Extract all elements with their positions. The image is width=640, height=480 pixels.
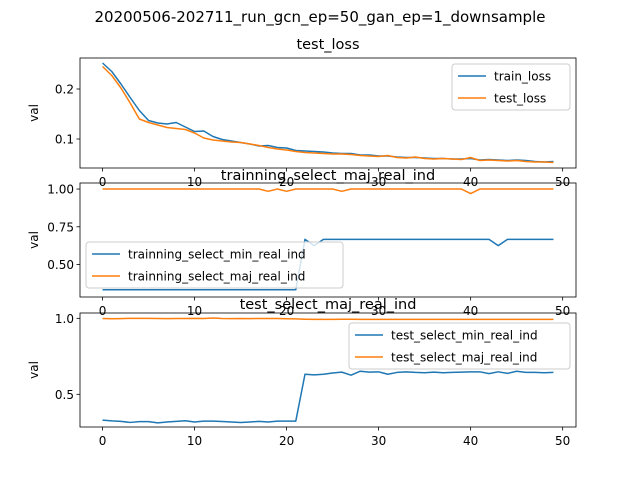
legend-label-1: trainning_select_min_real_ind — [128, 248, 306, 262]
axes-frame — [79, 57, 577, 169]
legend: train_loss test_loss — [451, 63, 571, 111]
chart-title: trainning_select_maj_real_ind — [221, 168, 435, 184]
legend-label-1: test_select_min_real_ind — [391, 329, 538, 343]
x-tick-label: 30 — [371, 304, 386, 318]
axes-frame — [79, 312, 577, 428]
series-line-2 — [102, 65, 554, 164]
x-tick-label: 10 — [187, 175, 202, 189]
y-axis-label: val — [27, 104, 41, 122]
legend: trainning_select_min_real_ind trainning_s… — [85, 241, 344, 289]
y-axis-label: val — [27, 361, 41, 379]
x-tick-label: 50 — [555, 175, 570, 189]
legend-label-1: train_loss — [494, 70, 551, 84]
y-tick-label: 0.5 — [55, 388, 74, 402]
series-line-1 — [102, 238, 554, 291]
chart-title: test_select_maj_real_ind — [240, 297, 417, 313]
y-tick-label: 1.00 — [47, 183, 74, 197]
y-tick-label: 0.75 — [47, 220, 74, 234]
series-line-2 — [102, 188, 554, 195]
y-axis-label: val — [27, 231, 41, 249]
x-tick-label: 40 — [463, 304, 478, 318]
x-tick-label: 50 — [555, 434, 570, 448]
legend-box — [348, 322, 571, 370]
legend-box — [85, 241, 344, 289]
x-tick-label: 20 — [279, 175, 294, 189]
x-tick-label: 30 — [371, 434, 386, 448]
legend-label-2: trainning_select_maj_real_ind — [128, 270, 305, 284]
chart-panel-3: 0 10 20 30 40 50 0.5 1.0 val test_select_maj_real… — [27, 297, 577, 448]
x-tick-label: 0 — [99, 434, 107, 448]
x-tick-label: 20 — [279, 304, 294, 318]
chart-panel-2: 0 10 20 30 40 50 0.50 0.75 1.00 val trainning_sele… — [27, 168, 577, 318]
y-tick-label: 0.50 — [47, 258, 74, 272]
legend: test_select_min_real_ind test_select_maj_… — [348, 322, 571, 370]
x-tick-label: 20 — [279, 434, 294, 448]
series-line-2 — [102, 317, 554, 321]
figure-title: 20200506-202711_run_gcn_ep=50_gan_ep=1_d… — [95, 8, 546, 27]
x-tick-label: 40 — [463, 434, 478, 448]
x-tick-label: 0 — [99, 304, 107, 318]
legend-label-2: test_select_maj_real_ind — [391, 351, 537, 365]
x-tick-label: 10 — [187, 434, 202, 448]
x-tick-label: 0 — [99, 175, 107, 189]
x-tick-label: 30 — [371, 175, 386, 189]
y-tick-label: 0.2 — [55, 83, 74, 97]
y-tick-label: 0.1 — [55, 133, 74, 147]
series-line-1 — [102, 370, 554, 424]
chart-title: test_loss — [296, 37, 359, 53]
legend-label-2: test_loss — [494, 92, 546, 106]
x-tick-label: 50 — [555, 304, 570, 318]
x-tick-label: 40 — [463, 175, 478, 189]
y-tick-label: 1.0 — [55, 312, 74, 326]
chart-panel-1: 0 10 20 30 40 500.10.2valtest_losstrain_losst… — [27, 37, 577, 189]
axes-frame — [79, 182, 577, 298]
x-tick-label: 10 — [187, 304, 202, 318]
